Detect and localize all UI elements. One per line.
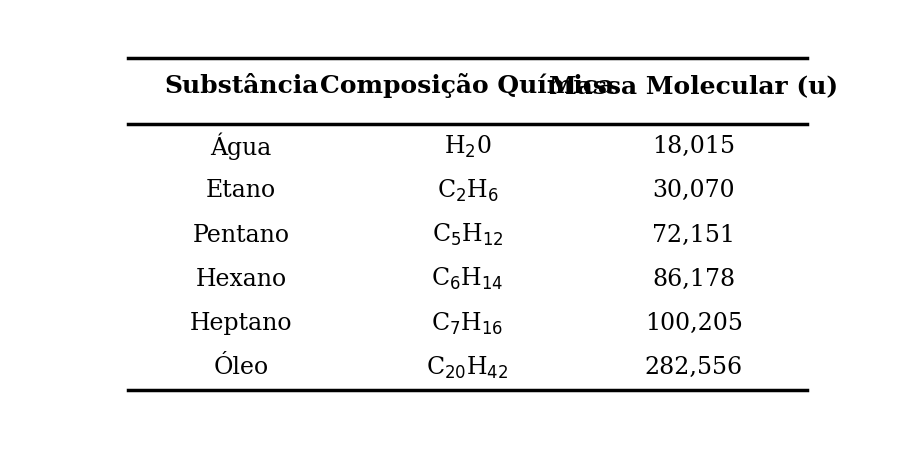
Text: C$_6$H$_{14}$: C$_6$H$_{14}$ — [431, 266, 503, 292]
Text: C$_5$H$_{12}$: C$_5$H$_{12}$ — [431, 222, 503, 248]
Text: H$_2$0: H$_2$0 — [443, 133, 491, 160]
Text: 18,015: 18,015 — [651, 135, 734, 158]
Text: Hexano: Hexano — [196, 268, 286, 291]
Text: 86,178: 86,178 — [651, 268, 734, 291]
Text: Substância: Substância — [164, 74, 318, 98]
Text: C$_7$H$_{16}$: C$_7$H$_{16}$ — [431, 311, 503, 337]
Text: Composição Química: Composição Química — [320, 74, 614, 99]
Text: 282,556: 282,556 — [644, 356, 742, 380]
Text: Etano: Etano — [206, 179, 276, 202]
Text: 100,205: 100,205 — [644, 312, 742, 335]
Text: C$_{20}$H$_{42}$: C$_{20}$H$_{42}$ — [425, 355, 508, 381]
Text: Água: Água — [210, 133, 271, 160]
Text: Pentano: Pentano — [192, 224, 290, 247]
Text: Heptano: Heptano — [189, 312, 292, 335]
Text: C$_2$H$_6$: C$_2$H$_6$ — [436, 178, 497, 204]
Text: 30,070: 30,070 — [651, 179, 734, 202]
Text: Massa Molecular (u): Massa Molecular (u) — [548, 74, 837, 98]
Text: 72,151: 72,151 — [651, 224, 734, 247]
Text: Óleo: Óleo — [213, 356, 269, 380]
